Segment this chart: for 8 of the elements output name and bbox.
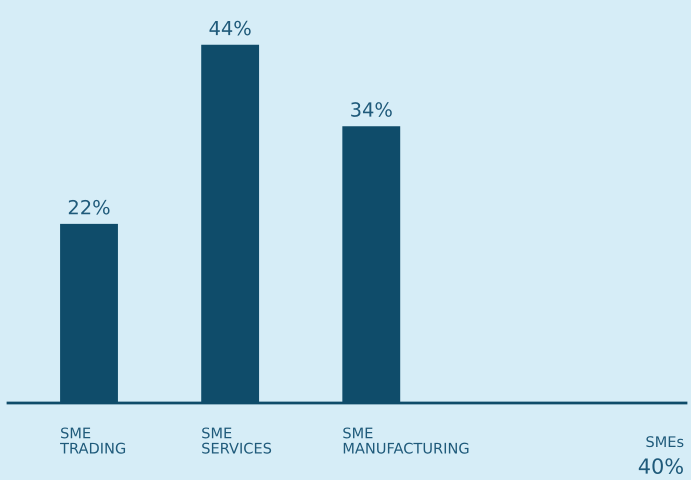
text: 40% (638, 458, 683, 474)
x-tick-label: SME SERVICES (202, 427, 272, 454)
data-label: 22% (68, 200, 110, 215)
data-label: 34% (351, 102, 392, 117)
text: SMEs (646, 436, 684, 448)
data-label: 44% (209, 20, 251, 36)
x-tick-label: SME TRADING (60, 427, 126, 454)
x-tick-label: SME MANUFACTURING (343, 427, 468, 454)
